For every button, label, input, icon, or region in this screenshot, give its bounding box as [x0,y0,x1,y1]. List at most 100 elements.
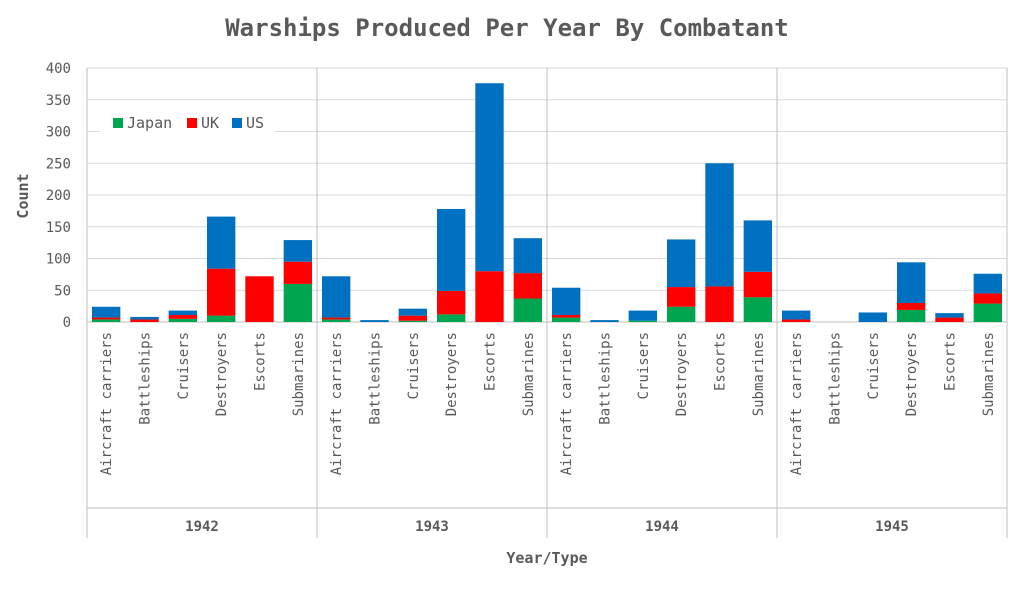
bar-japan [398,320,428,322]
bar-us [436,208,466,291]
y-tick-label: 100 [46,252,71,268]
x-tick-label: Aircraft carriers [329,332,345,475]
bar-japan [168,318,198,322]
bar-japan [628,320,658,322]
bar-uk [398,315,428,321]
bar-us [705,163,734,287]
bar-us [858,312,888,322]
bar-japan [91,319,121,322]
bar-japan [283,283,313,322]
year-label: 1944 [645,519,679,535]
bar-japan [551,317,581,322]
bar-us [590,320,619,322]
legend-label-uk: UK [201,114,219,132]
y-tick-label: 350 [46,93,71,109]
x-tick-label: Cruisers [866,332,882,399]
legend-swatch-japan [113,118,123,128]
x-tick-label: Escorts [713,332,729,391]
bar-japan [206,315,236,322]
bar-us [935,313,964,318]
x-axis-type-labels: Aircraft carriers Battleships Cruisers Dest… [99,332,997,475]
x-tick-label: Submarines [751,332,767,416]
bar-us [896,262,926,303]
y-tick-label: 400 [46,61,71,77]
legend-swatch-us [232,118,242,128]
x-tick-label: Cruisers [176,332,192,399]
legend: Japan UK US [100,109,275,137]
year-label: 1943 [415,519,449,535]
bar-us [321,276,351,318]
bar-uk [91,317,121,320]
bar-japan [743,297,773,322]
bar-us [513,238,543,274]
x-tick-label: Battleships [368,332,384,425]
x-tick-label: Destroyers [674,332,690,416]
legend-label-japan: Japan [127,114,172,132]
bar-us [551,287,581,316]
bar-uk [513,273,543,299]
y-axis-title: Count [14,173,32,218]
x-axis-title: Year/Type [506,549,587,567]
x-tick-label: Destroyers [444,332,460,416]
x-tick-label: Escorts [943,332,959,391]
bar-us [475,83,504,272]
y-tick-label: 200 [46,188,71,204]
bar-japan [896,309,926,322]
bar-uk [206,268,236,316]
y-axis-ticks: 0 50 100 150 200 250 300 350 400 [46,61,71,331]
x-tick-label: Destroyers [214,332,230,416]
bar-uk [551,315,581,318]
x-tick-label: Submarines [521,332,537,416]
bar-us [743,220,773,272]
y-tick-label: 250 [46,156,71,172]
bar-japan [973,303,1003,322]
x-tick-label: Battleships [598,332,614,425]
bar-uk [245,276,274,322]
bar-us [360,320,389,322]
legend-label-us: US [246,114,264,132]
x-tick-label: Battleships [138,332,154,425]
x-tick-label: Destroyers [904,332,920,416]
bar-us [168,310,198,316]
bars [91,83,1003,322]
bar-uk [935,317,964,322]
x-tick-label: Aircraft carriers [99,332,115,475]
bar-japan [436,314,466,322]
x-tick-label: Cruisers [406,332,422,399]
y-tick-label: 150 [46,220,71,236]
group-separators [86,68,1008,538]
x-tick-label: Escorts [483,332,499,391]
x-tick-label: Aircraft carriers [559,332,575,475]
bar-us [283,240,313,262]
bar-uk [781,319,811,322]
bar-uk [283,261,313,284]
x-tick-label: Submarines [291,332,307,416]
bar-uk [130,319,159,322]
bar-uk [896,302,926,310]
bar-japan [321,319,351,322]
bar-us [781,310,811,320]
year-label: 1945 [875,519,909,535]
bar-uk [666,287,696,307]
chart-title: Warships Produced Per Year By Combatant [225,14,789,42]
bar-us [206,216,236,269]
bar-us [973,273,1003,294]
y-tick-label: 50 [54,283,71,299]
bar-uk [436,290,466,315]
y-tick-label: 300 [46,125,71,141]
bar-us [628,310,658,321]
x-tick-label: Aircraft carriers [789,332,805,475]
bar-us [130,316,159,320]
bar-uk [743,271,773,298]
bar-japan [666,306,696,322]
x-tick-label: Cruisers [636,332,652,399]
bar-uk [705,286,734,322]
bar-uk [321,317,351,320]
bar-us [398,308,428,316]
x-tick-label: Battleships [828,332,844,425]
bar-us [91,306,121,318]
x-tick-label: Submarines [981,332,997,416]
bar-us [666,239,696,288]
legend-swatch-uk [187,118,197,128]
